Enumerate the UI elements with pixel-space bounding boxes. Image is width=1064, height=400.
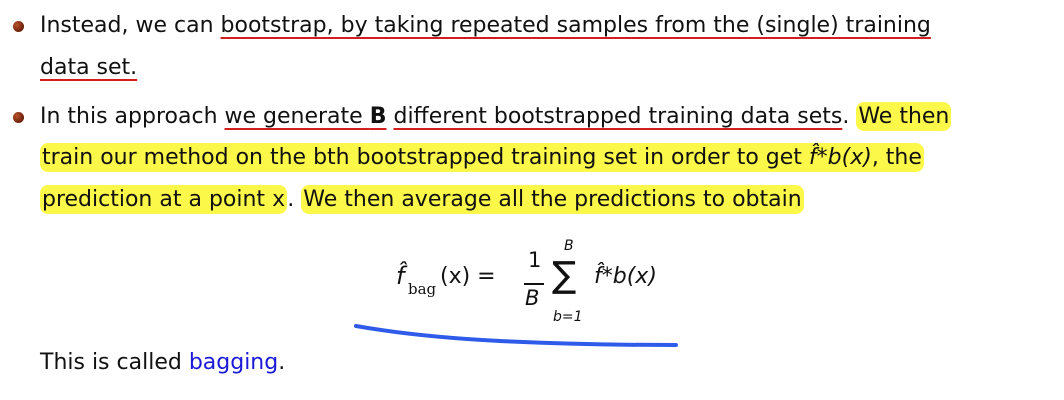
bagging-formula: f̂ bag (x) = 1 B B ∑ b=1 f̂*b(x) bbox=[396, 238, 696, 334]
bullet1-underlined-text: bootstrap, by taking repeated samples fr… bbox=[220, 13, 931, 38]
bullet1-underlined-text-2: data set. bbox=[40, 55, 138, 80]
sum-lower: b=1 bbox=[553, 309, 583, 325]
highlight-prediction: prediction at a point x bbox=[40, 185, 288, 214]
highlight-we-then: We then bbox=[856, 102, 952, 131]
ink-underline-stroke bbox=[354, 324, 678, 347]
bullet1-line2: data set. bbox=[40, 51, 137, 85]
highlight-average: We then average all the predictions to o… bbox=[301, 185, 804, 214]
closing-period: . bbox=[278, 350, 286, 375]
sum-upper: B bbox=[564, 238, 574, 254]
formula-frac-den: B bbox=[525, 286, 540, 310]
bullet2-underlined-a: we generate bbox=[224, 104, 370, 129]
fraction-bar bbox=[524, 283, 544, 285]
formula-rhs: f̂*b(x) bbox=[594, 264, 657, 289]
bagging-link[interactable]: bagging bbox=[188, 350, 279, 375]
formula-frac-num: 1 bbox=[528, 248, 542, 272]
bullet-icon bbox=[13, 112, 24, 123]
closing-line: This is called bagging. bbox=[40, 346, 285, 380]
bullet-icon bbox=[13, 21, 24, 32]
bullet2-underlined-b: different bootstrapped training data set… bbox=[393, 104, 843, 129]
bullet2-line2: train our method on the bth bootstrapped… bbox=[40, 141, 924, 175]
bullet2-period-2: . bbox=[287, 187, 302, 212]
f-hat-star-b: f̂*b(x) bbox=[808, 145, 872, 170]
closing-text: This is called bbox=[40, 350, 189, 375]
bullet2-line3: prediction at a point x. We then average… bbox=[40, 183, 804, 217]
highlight-train-method: train our method on the bth bootstrapped… bbox=[40, 143, 924, 172]
formula-bag-subscript: bag bbox=[408, 280, 437, 298]
the-text: , the bbox=[871, 145, 922, 170]
prediction-text: prediction at a point bbox=[42, 187, 273, 212]
train-text: train our method on the bth bootstrapped… bbox=[42, 145, 809, 170]
formula-f-hat: f̂ bbox=[396, 262, 405, 290]
point-x: x bbox=[272, 187, 286, 212]
bullet1-line1: Instead, we can bootstrap, by taking rep… bbox=[40, 9, 931, 43]
formula-lhs-arg: (x) = bbox=[440, 264, 496, 289]
bullet2-period: . bbox=[842, 104, 857, 129]
bullet2-text: In this approach bbox=[40, 104, 225, 129]
sum-symbol: ∑ bbox=[552, 255, 577, 296]
bullet2-bold-b: B bbox=[369, 104, 387, 129]
bullet1-text: Instead, we can bbox=[40, 13, 221, 38]
bullet2-line1: In this approach we generate B different… bbox=[40, 100, 952, 134]
